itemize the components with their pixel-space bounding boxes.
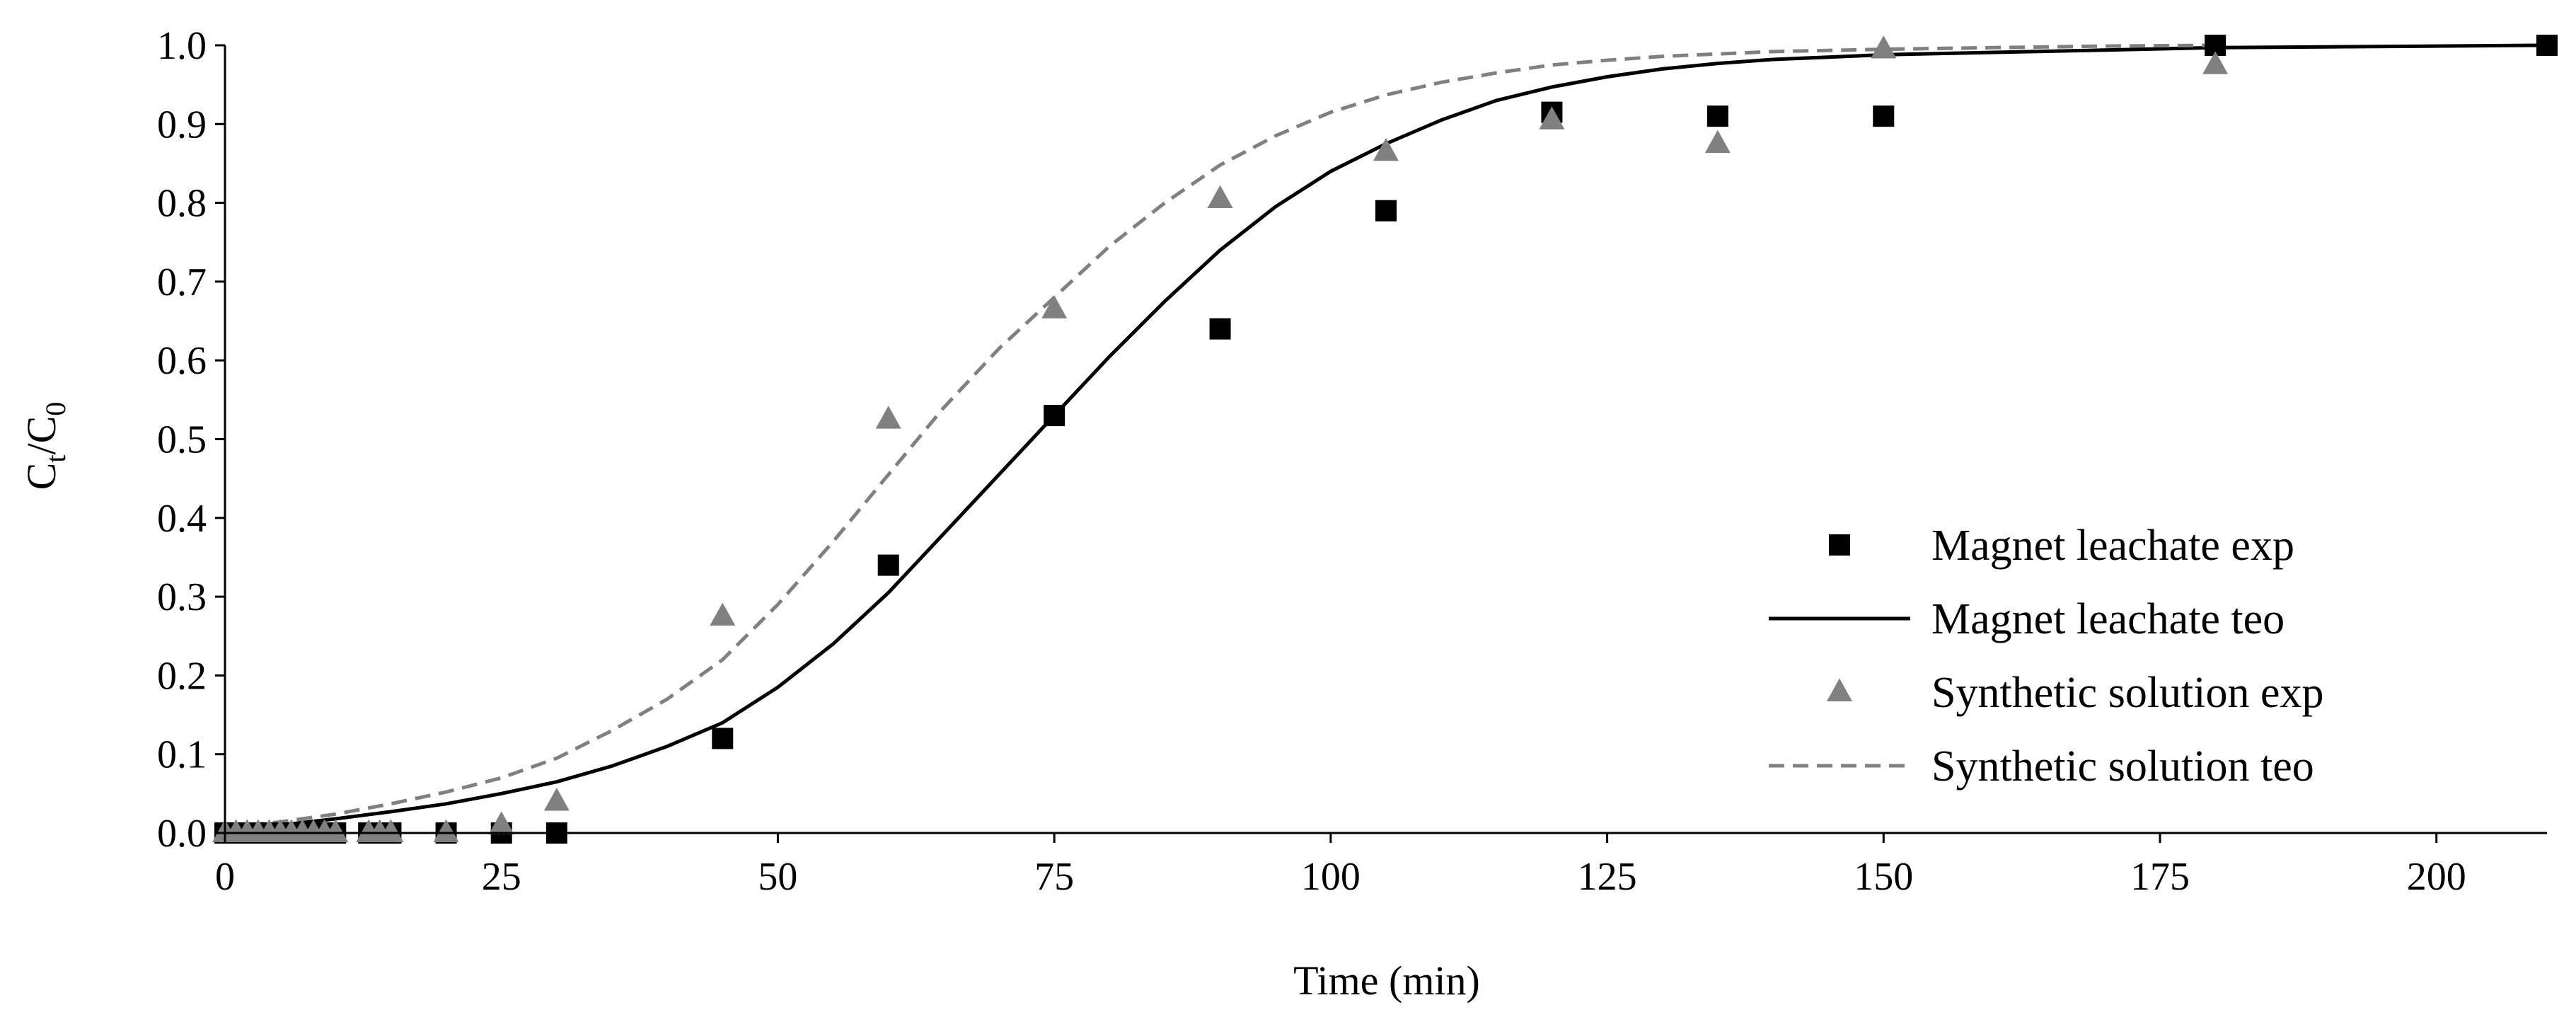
magnet-leachate-exp-point	[877, 554, 899, 576]
synthetic-solution-exp-point	[1207, 185, 1233, 208]
legend-label-magnet-leachate-teo: Magnet leachate teo	[1931, 595, 2285, 643]
x-axis-title: Time (min)	[1293, 958, 1480, 1004]
synthetic-solution-exp-point	[1539, 106, 1565, 130]
legend-item-magnet-leachate-teo: Magnet leachate teo	[1769, 595, 2285, 643]
magnet-leachate-exp-point	[1706, 105, 1728, 127]
y-tick-label: 0.2	[157, 654, 207, 698]
synthetic-solution-exp-point	[1871, 35, 1897, 59]
legend-label-synthetic-solution-exp: Synthetic solution exp	[1931, 669, 2324, 717]
y-axis-title: Ct/C0	[18, 402, 71, 490]
synthetic-solution-exp-point	[378, 819, 404, 842]
x-tick-label: 75	[1034, 855, 1074, 899]
magnet-leachate-exp-point	[2536, 35, 2558, 56]
y-axis-title-sub1: t	[40, 455, 71, 463]
y-tick-label: 0.4	[157, 497, 207, 541]
magnet-leachate-exp-point	[1375, 200, 1397, 222]
magnet-leachate-exp-point	[712, 728, 734, 749]
legend-swatch-synthetic-solution-exp	[1827, 678, 1852, 701]
synthetic-solution-exp-point	[875, 406, 901, 429]
y-tick-label: 1.0	[157, 24, 207, 68]
y-axis-title-sep: /C	[18, 416, 64, 455]
x-tick-label: 125	[1578, 855, 1637, 899]
y-tick-label: 0.7	[157, 260, 207, 304]
synthetic-solution-exp-point	[488, 811, 514, 834]
synthetic-solution-exp-point	[323, 819, 349, 842]
x-tick-label: 0	[215, 855, 235, 899]
x-tick-label: 25	[482, 855, 521, 899]
legend-label-synthetic-solution-teo: Synthetic solution teo	[1931, 742, 2314, 791]
legend-label-magnet-leachate-exp: Magnet leachate exp	[1931, 522, 2294, 570]
x-tick-label: 175	[2130, 855, 2190, 899]
y-tick-label: 0.9	[157, 103, 207, 146]
plot-area	[212, 35, 2558, 844]
x-tick-label: 100	[1301, 855, 1361, 899]
y-tick-label: 0.3	[157, 575, 207, 619]
synthetic-solution-exp-point	[433, 819, 459, 842]
x-tick-label: 50	[758, 855, 797, 899]
magnet-leachate-exp-point	[1044, 405, 1065, 427]
y-tick-label: 0.6	[157, 339, 207, 383]
y-axis-title-sub2: 0	[40, 402, 71, 416]
synthetic-solution-exp-point	[1373, 137, 1399, 161]
x-tick-label: 200	[2407, 855, 2466, 899]
y-tick-label: 0.5	[157, 418, 207, 462]
legend-item-synthetic-solution-teo: Synthetic solution teo	[1769, 742, 2314, 791]
synthetic-solution-exp-point	[2202, 51, 2229, 74]
synthetic-solution-teo-line	[224, 43, 2216, 829]
y-axis-title-main: C	[18, 463, 64, 490]
magnet-leachate-exp-point	[1209, 318, 1231, 340]
synthetic-solution-exp-point	[1704, 130, 1731, 154]
legend-item-synthetic-solution-exp: Synthetic solution exp	[1827, 669, 2324, 717]
synthetic-solution-exp-point	[710, 602, 736, 626]
y-tick-label: 0.0	[157, 812, 207, 856]
y-tick-label: 0.1	[157, 733, 207, 777]
legend-swatch-magnet-leachate-exp	[1829, 534, 1850, 556]
legend-item-magnet-leachate-exp: Magnet leachate exp	[1829, 522, 2294, 570]
legend: Magnet leachate exp Magnet leachate teo Sy…	[1769, 522, 2324, 791]
axes: 0.0 0.1 0.2 0.3 0.4 0.5 0.6 0.7 0.8 0.9 1.0 0 25 50 75…	[157, 24, 2547, 899]
x-tick-label: 150	[1854, 855, 1913, 899]
y-tick-label: 0.8	[157, 182, 207, 226]
magnet-leachate-exp-point	[1873, 105, 1895, 127]
synthetic-solution-exp-point	[1041, 295, 1068, 318]
synthetic-solution-exp-point	[543, 788, 570, 811]
